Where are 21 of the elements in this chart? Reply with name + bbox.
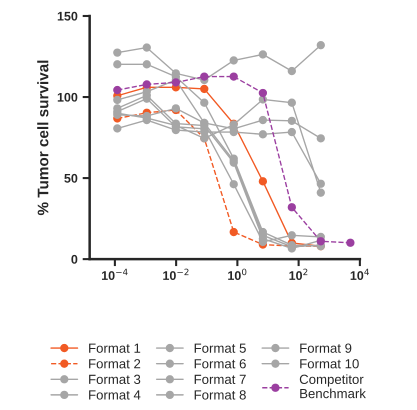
legend-label: Format 6 — [194, 359, 246, 368]
legend-label: Competitor Benchmark — [300, 374, 366, 398]
legend-label: Format 2 — [89, 359, 140, 368]
legend-label: Format 10 — [300, 359, 359, 368]
y-tick-label: 50 — [64, 174, 78, 183]
x-tick-label: 10$^{−2}$ — [163, 268, 188, 280]
legend-label: Format 8 — [194, 390, 246, 400]
legend-label: Format 3 — [89, 374, 140, 384]
x-tick-label: 10$^{−4}$ — [102, 268, 128, 280]
legend-label: Format 5 — [194, 344, 246, 353]
x-tick-label: 10$^{2}$ — [289, 268, 308, 280]
legend-label: Format 1 — [89, 344, 140, 353]
legend-label: Format 7 — [194, 374, 246, 384]
y-tick-label: 150 — [58, 12, 78, 21]
y-tick-label: 100 — [58, 92, 78, 102]
legend-label: Format 4 — [89, 390, 140, 400]
x-tick-label: 10$^{0}$ — [228, 268, 246, 280]
y-axis-title: % Tumor cell survival — [37, 60, 48, 216]
legend-label: Format 9 — [300, 343, 352, 353]
y-tick-label: 0 — [71, 254, 78, 264]
x-tick-label: 10$^{4}$ — [350, 268, 369, 280]
